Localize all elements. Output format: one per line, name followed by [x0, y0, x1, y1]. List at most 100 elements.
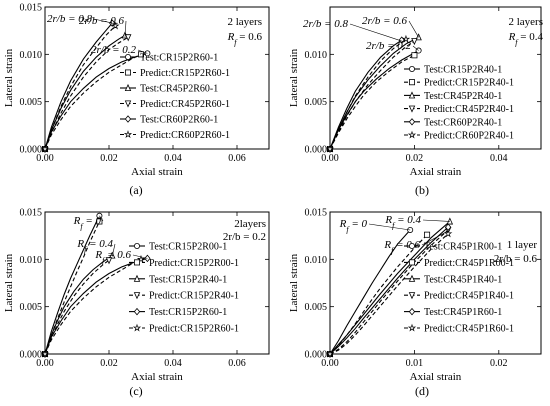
chart-panel-3: 0.00 0.02 0.04 0.06 0.000 0.005 0.010 0.015 Axia…: [3, 208, 270, 398]
x-axis-label: Axial strain: [131, 371, 183, 383]
annotation-leader: [408, 20, 419, 38]
series-marker: [398, 36, 405, 44]
x-tick-label: 0.00: [36, 358, 54, 369]
legend-entry: Test:CR15P2R60-1: [149, 307, 227, 318]
series-6: [325, 34, 411, 153]
y-tick-label: 0.005: [305, 97, 328, 108]
x-tick-label: 0.00: [321, 358, 339, 369]
legend-marker: [407, 130, 417, 139]
series-6: [325, 229, 453, 358]
legend-marker: [408, 242, 415, 249]
series-line: [329, 40, 415, 150]
legend-entry: Test:CR15P2R40-1: [149, 274, 227, 285]
annotation-leader: [132, 254, 148, 259]
series-line: [329, 221, 451, 355]
series-marker: [325, 144, 335, 153]
series-marker: [40, 349, 50, 358]
y-tick-label: 0.000: [20, 145, 43, 156]
annotation-label: 2r/b = 0.8: [47, 13, 93, 25]
legend-marker: [407, 323, 417, 332]
panel-label: (a): [129, 183, 142, 197]
series-marker: [136, 254, 146, 263]
legend-marker: [408, 79, 415, 86]
legend-entry: Predict:CR15P2R00-1: [149, 258, 239, 269]
chart-panel-1: 0.00 0.02 0.04 0.06 0.000 0.005 0.010 0.015 Axia…: [3, 3, 270, 197]
series-marker: [401, 34, 411, 43]
series-1: [326, 47, 422, 152]
series-marker: [411, 38, 418, 46]
y-tick-label: 0.010: [20, 50, 43, 61]
series-4: [326, 38, 418, 154]
legend-marker: [133, 274, 141, 282]
chart-panel-4: 0.00 0.01 0.02 0.000 0.005 0.010 0.015 Axial st…: [288, 208, 542, 398]
series-line: [44, 257, 148, 355]
series-line: [329, 229, 411, 355]
series-marker: [40, 144, 50, 153]
panel-note: 2 layers: [227, 16, 262, 28]
panel-label: (b): [415, 183, 429, 197]
legend: Test:CR15P2R40-1 Predict:CR15P2R40-1 Test:…: [404, 65, 514, 142]
annotation-leader: [422, 219, 450, 222]
x-axis-label: Axial strain: [410, 166, 462, 178]
legend-entry: Test:CR15P2R40-1: [424, 65, 502, 76]
legend-marker: [124, 83, 132, 91]
plot-frame: [329, 6, 542, 150]
legend-entry: Predict:CR45P1R00-1: [424, 258, 514, 269]
series-marker: [137, 51, 144, 58]
annotation-label: 2r/b = 0.2: [91, 44, 137, 56]
series-line: [329, 233, 449, 355]
series-line: [44, 22, 113, 150]
y-tick-label: 0.005: [20, 302, 43, 313]
annotation-leader: [137, 49, 148, 54]
legend-marker: [408, 274, 416, 282]
annotation-leader: [111, 243, 116, 257]
annotation-label: Rf = 0.4: [384, 214, 421, 230]
annotation-label: 2r/b = 0.6: [79, 15, 125, 27]
y-tick-label: 0.000: [20, 350, 43, 361]
legend-entry: Predict:CR15P2R40-1: [149, 291, 239, 302]
series-marker: [443, 229, 453, 238]
x-tick-label: 0.04: [164, 153, 182, 164]
series-marker: [424, 231, 431, 238]
panel-note: 2r/b = 0.6: [494, 253, 538, 265]
legend-entry: Predict:CR45P2R40-1: [424, 104, 514, 115]
x-tick-label: 0.00: [321, 153, 339, 164]
annotation-leader: [368, 223, 411, 231]
annotation-label: 2r/b = 0.8: [303, 18, 349, 30]
series-line: [44, 25, 116, 150]
chart-panel-2: 0.00 0.02 0.04 0.000 0.005 0.010 Axial strain L…: [288, 6, 543, 197]
legend-entry: Test:CR45P2R60-1: [140, 84, 218, 95]
annotation-leader: [412, 45, 419, 51]
x-tick-label: 0.04: [164, 358, 182, 369]
panel-note: 2 layers: [508, 16, 543, 28]
panel-label: (c): [129, 384, 142, 398]
y-axis-label: Lateral strain: [3, 48, 15, 107]
series-line: [44, 215, 100, 355]
x-tick-label: 0.02: [100, 153, 118, 164]
legend-marker: [124, 100, 132, 108]
legend-entry: Predict:CR60P2R60-1: [140, 130, 230, 141]
x-tick-label: 0.00: [36, 153, 54, 164]
x-tick-label: 0.01: [406, 358, 424, 369]
legend-entry: Test:CR45P1R60-1: [424, 307, 502, 318]
series-line: [329, 226, 449, 355]
x-tick-label: 0.04: [490, 153, 508, 164]
annotation-label: 2r/b = 0.6: [362, 15, 408, 27]
series-line: [329, 54, 415, 150]
legend-marker: [408, 105, 416, 113]
x-tick-label: 0.06: [228, 358, 246, 369]
panel-label: (d): [415, 384, 429, 398]
y-tick-label: 0.010: [20, 255, 43, 266]
annotation-leader: [99, 215, 104, 222]
x-tick-label: 0.02: [490, 358, 508, 369]
legend-entry: Test:CR60P2R40-1: [424, 117, 502, 128]
series-marker: [111, 21, 120, 30]
annotation-label: Rf = 0.6: [94, 249, 131, 265]
legend: Test:CR15P2R00-1 Predict:CR15P2R00-1 Test:…: [129, 242, 239, 335]
x-axis-label: Axial strain: [410, 371, 462, 383]
annotation-label: Rf = 0.4: [76, 238, 113, 254]
legend-entry: Predict:CR45P2R60-1: [140, 99, 230, 110]
series-6: [40, 21, 120, 153]
series-line: [329, 39, 403, 150]
legend-entry: Test:CR15P2R60-1: [140, 53, 218, 64]
